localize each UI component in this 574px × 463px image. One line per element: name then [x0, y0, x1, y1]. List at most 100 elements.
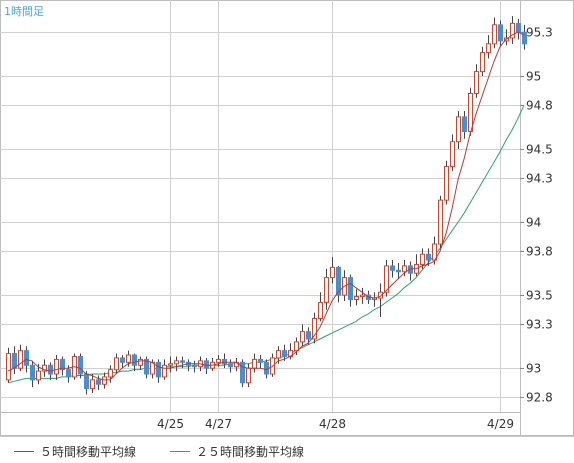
legend-item-ma5: ５時間移動平均線	[14, 443, 136, 460]
grid-lines	[0, 0, 574, 436]
candle-body-down	[258, 358, 263, 363]
candle-body-down	[222, 358, 227, 365]
ma25-line-layer	[7, 104, 525, 384]
candle	[396, 262, 401, 280]
candle-body-up	[510, 22, 515, 39]
candle-body-down	[396, 269, 401, 273]
ma5-line	[7, 31, 525, 381]
candle-body-down	[498, 24, 503, 42]
candle	[282, 344, 287, 361]
y-tick-label: 94	[526, 216, 541, 230]
candle	[516, 18, 521, 40]
y-tick-label: 93.8	[526, 245, 553, 259]
candle-body-down	[96, 379, 101, 385]
candle-body-up	[276, 350, 281, 359]
y-tick-label: 92.8	[526, 391, 553, 405]
candle	[360, 287, 365, 304]
candle	[120, 355, 125, 369]
candle-body-up	[138, 358, 143, 366]
legend-label-ma5: ５時間移動平均線	[40, 445, 137, 459]
candle-body-down	[426, 253, 431, 261]
candle-body-up	[114, 357, 119, 371]
candle-body-up	[246, 367, 251, 384]
candle-body-up	[354, 296, 359, 301]
candle-body-down	[228, 363, 233, 368]
candle	[372, 292, 377, 307]
candle	[354, 289, 359, 306]
candle-body-down	[12, 353, 17, 369]
candle	[474, 64, 479, 98]
candle	[444, 160, 449, 205]
candle-body-up	[384, 265, 389, 293]
candle-body-up	[480, 52, 485, 73]
axis-labels: 92.8 93 93.3 93.5 93.8 94 94.3 94.5 94.8 95 95.3 4/…	[157, 26, 553, 432]
candle	[138, 356, 143, 370]
x-tick-label: 4/27	[205, 417, 232, 431]
candle-body-down	[48, 364, 53, 375]
candle-body-down	[60, 358, 65, 371]
y-tick-label: 93.3	[526, 318, 553, 332]
candle-body-down	[348, 277, 353, 301]
y-tick-label: 94.5	[526, 143, 553, 157]
candle-body-down	[156, 361, 161, 378]
candle	[144, 356, 149, 379]
candle-body-up	[492, 24, 497, 45]
candles-layer	[6, 16, 527, 395]
candle-body-up	[450, 141, 455, 168]
x-tick-label: 4/29	[487, 417, 514, 431]
candle	[348, 274, 353, 307]
ma5-legend-swatch	[14, 451, 34, 452]
candle	[306, 327, 311, 345]
candle	[192, 360, 197, 373]
candle	[408, 261, 413, 281]
candle	[186, 359, 191, 372]
candle	[168, 356, 173, 373]
candle	[312, 312, 317, 344]
candle-body-up	[468, 93, 473, 132]
candle	[18, 344, 23, 372]
candle-body-down	[336, 266, 341, 296]
candle-body-up	[444, 166, 449, 201]
candle	[156, 359, 161, 383]
candle-body-down	[462, 116, 467, 132]
candle	[510, 16, 515, 44]
y-tick-label: 93	[526, 362, 541, 376]
candle-body-down	[132, 354, 137, 366]
candle	[234, 357, 239, 372]
candle-body-up	[360, 294, 365, 298]
candle	[12, 346, 17, 375]
x-tick-label: 4/25	[157, 417, 184, 431]
candle-body-down	[30, 364, 35, 381]
y-tick-label: 95.3	[526, 26, 553, 40]
candle	[102, 372, 107, 389]
candle-body-down	[522, 31, 527, 45]
candle-body-down	[282, 350, 287, 357]
candle	[90, 374, 95, 394]
candle	[456, 111, 461, 150]
ma25-legend-swatch	[170, 451, 190, 452]
candle	[162, 359, 167, 380]
candle	[450, 134, 455, 171]
candle-body-up	[90, 379, 95, 390]
y-tick-label: 93.5	[526, 289, 553, 303]
candle-body-down	[306, 331, 311, 340]
candle-body-down	[516, 22, 521, 33]
candlestick-chart: 92.8 93 93.3 93.5 93.8 94 94.3 94.5 94.8 95 95.3 4/…	[0, 0, 574, 436]
candle	[426, 248, 431, 266]
ma25-line	[7, 104, 525, 384]
candle	[54, 355, 59, 380]
legend: ５時間移動平均線 ２５時間移動平均線	[0, 436, 574, 463]
candle	[378, 283, 383, 318]
candle	[336, 265, 341, 303]
chart-frame	[0, 0, 574, 436]
candle-body-up	[162, 364, 167, 378]
candle-body-up	[168, 363, 173, 366]
candle-body-down	[84, 373, 89, 390]
candle	[258, 355, 263, 369]
candle	[498, 20, 503, 47]
candle	[180, 356, 185, 369]
candle-body-up	[36, 370, 41, 381]
legend-label-ma25: ２５時間移動平均線	[196, 445, 305, 459]
candle	[414, 254, 419, 277]
